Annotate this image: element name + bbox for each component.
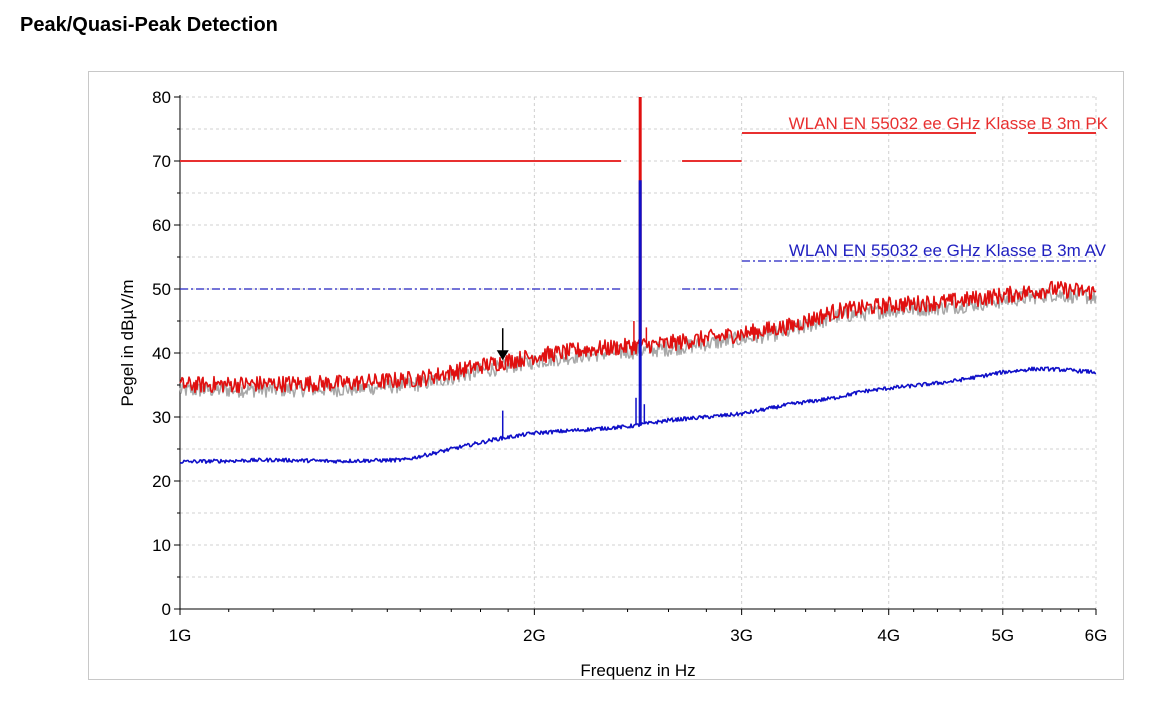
limit-label-av: WLAN EN 55032 ee GHz Klasse B 3m AV [789, 241, 1107, 260]
limit-label-pk: WLAN EN 55032 ee GHz Klasse B 3m PK [789, 114, 1109, 133]
x-tick-label: 4G [877, 626, 900, 645]
y-axis-label: Pegel in dBµV/m [118, 280, 137, 407]
series-peak [179, 280, 1097, 394]
series-average [179, 366, 1096, 465]
x-tick-label: 6G [1085, 626, 1108, 645]
x-tick-label: 1G [169, 626, 192, 645]
x-axis-label: Frequenz in Hz [580, 661, 695, 680]
page-title: Peak/Quasi-Peak Detection [20, 14, 278, 36]
x-tick-label: 3G [730, 626, 753, 645]
y-tick-label: 60 [152, 216, 171, 235]
y-tick-label: 10 [152, 536, 171, 555]
x-tick-label: 2G [523, 626, 546, 645]
x-tick-label: 5G [991, 626, 1014, 645]
y-tick-label: 0 [162, 600, 171, 619]
y-tick-label: 50 [152, 280, 171, 299]
marker-arrow-icon [496, 350, 509, 361]
y-tick-label: 70 [152, 152, 171, 171]
chart-frame [88, 71, 1124, 680]
y-tick-label: 80 [152, 88, 171, 107]
y-tick-label: 20 [152, 472, 171, 491]
y-tick-label: 40 [152, 344, 171, 363]
y-tick-label: 30 [152, 408, 171, 427]
